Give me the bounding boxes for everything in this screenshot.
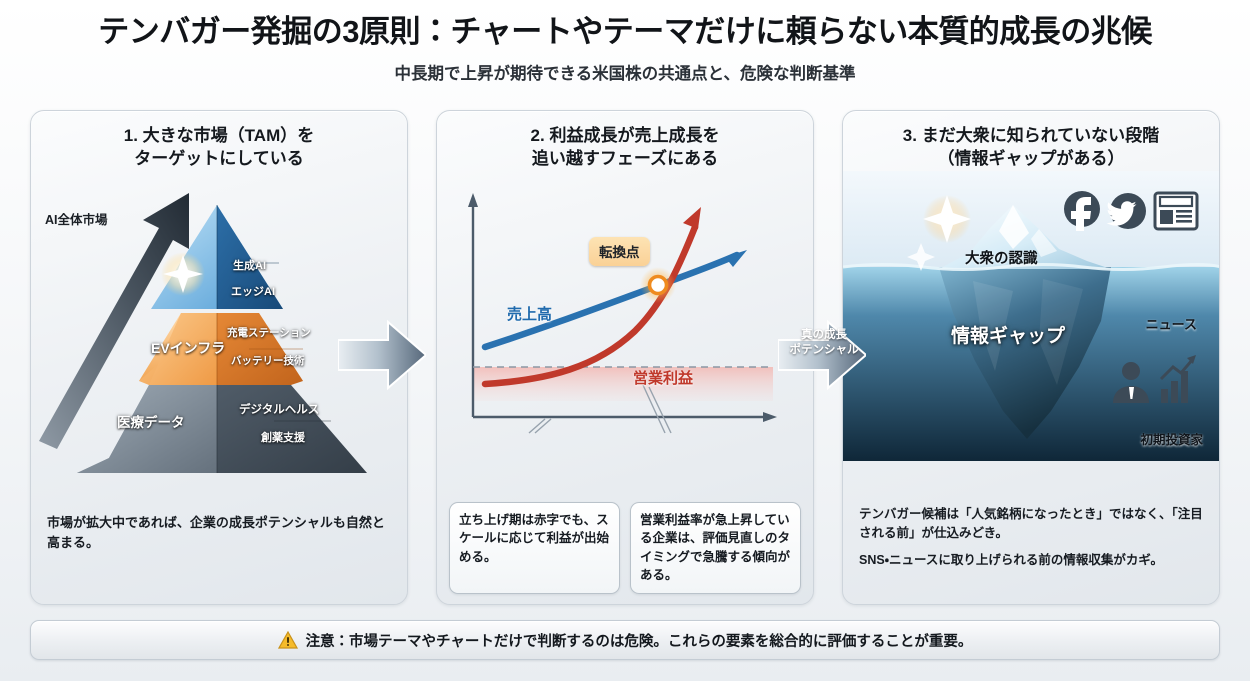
panel-principle-2[interactable]: 2. 利益成長が売上成長を 追い越すフェーズにある bbox=[436, 110, 814, 605]
pivot-point-marker[interactable] bbox=[640, 266, 676, 303]
waterline bbox=[843, 262, 1219, 271]
market-growth-arrow bbox=[39, 192, 189, 449]
panel-2-heading: 2. 利益成長が売上成長を 追い越すフェーズにある bbox=[437, 111, 813, 171]
warning-triangle-icon bbox=[277, 631, 298, 649]
investor-icon[interactable] bbox=[1113, 361, 1149, 403]
pyramid-tier-bottom[interactable] bbox=[77, 384, 367, 473]
profit-vs-revenue-chart: 売上高 営業利益 転換点 bbox=[437, 171, 813, 451]
profit-curve bbox=[481, 223, 699, 387]
panel-2-callouts: 立ち上げ期は赤字でも、スケールに応じて利益が出始める。 営業利益率が急上昇してい… bbox=[449, 502, 801, 594]
panel-1-heading: 1. 大きな市場（TAM）を ターゲットにしている bbox=[31, 111, 407, 171]
pyramid-tier-middle[interactable] bbox=[139, 312, 303, 385]
warning-text: 注意：市場テーマやチャートだけで判断するのは危険。これらの要素を総合的に評価する… bbox=[305, 633, 973, 650]
news-icon-label: ニュース bbox=[1145, 316, 1197, 332]
panel-3-heading-line1: 3. まだ大衆に知られていない段階 bbox=[902, 126, 1160, 145]
pivot-point-tag: 転換点 bbox=[589, 236, 650, 266]
panel-3-footer-text: テンバガー候補は「人気銘柄になったとき」ではなく、「注目される前」が仕込みどき。… bbox=[859, 505, 1205, 570]
revenue-curve bbox=[481, 251, 741, 350]
iceberg-svg bbox=[843, 170, 1219, 461]
news-icon[interactable] bbox=[1153, 191, 1199, 231]
loss-zone-area bbox=[473, 366, 773, 401]
panel-3-footer-line1: テンバガー候補は「人気銘柄になったとき」ではなく、「注目される前」が仕込みどき。 bbox=[859, 506, 1203, 540]
panel-3-heading: 3. まだ大衆に知られていない段階 （情報ギャップがある） bbox=[843, 111, 1219, 171]
sparkle-icon bbox=[161, 251, 205, 296]
pyramid-svg bbox=[39, 192, 367, 473]
chart-svg bbox=[468, 192, 777, 434]
legend-revenue-label: 売上高 bbox=[507, 305, 553, 323]
panel-2-heading-line2: 追い越すフェーズにある bbox=[531, 148, 719, 168]
page-subtitle: 中長期で上昇が期待できる米国株の共通点と、危険な判断基準 bbox=[394, 64, 856, 83]
infographic-header: テンバガー発掘の3原則：チャートやテーマだけに頼らない本質的成長の兆候 中長期で… bbox=[0, 0, 1250, 84]
revenue-arrowhead bbox=[725, 249, 747, 267]
panel-3-footer-line2: SNS・ニュースに取り上げられる前の情報収集がカギ。 bbox=[859, 553, 1163, 568]
growth-chart-icon[interactable] bbox=[1159, 354, 1196, 403]
legend-profit-label: 営業利益 bbox=[633, 369, 694, 387]
callout-margin-surge: 営業利益率が急上昇している企業は、評価見直しのタイミングで急騰する傾向がある。 bbox=[630, 502, 801, 594]
iceberg-peak bbox=[939, 204, 1111, 269]
panel-2-heading-line1: 2. 利益成長が売上成長を bbox=[530, 126, 720, 145]
profit-arrowhead bbox=[683, 206, 701, 229]
panel-3-heading-line2: （情報ギャップがある） bbox=[937, 148, 1125, 168]
facebook-icon[interactable] bbox=[1064, 190, 1100, 231]
panel-1-footer-text: 市場が拡大中であれば、企業の成長ポテンシャルも自然と高まる。 bbox=[47, 515, 385, 550]
panel-1-heading-line2: ターゲットにしている bbox=[134, 148, 304, 168]
callout-startup-losses: 立ち上げ期は赤字でも、スケールに応じて利益が出始める。 bbox=[449, 502, 620, 594]
y-axis-arrowhead bbox=[468, 192, 478, 207]
x-axis-arrowhead bbox=[763, 411, 777, 422]
callout-leader-lines bbox=[528, 384, 672, 434]
investor-icon-label: 初期投資家 bbox=[1140, 432, 1203, 447]
twitter-icon[interactable] bbox=[1106, 192, 1146, 229]
connector-arrow-1 bbox=[338, 319, 426, 391]
panel-principle-3[interactable]: 3. まだ大衆に知られていない段階 （情報ギャップがある） bbox=[842, 110, 1220, 605]
principles-row: 1. 大きな市場（TAM）を ターゲットにしている bbox=[30, 110, 1220, 605]
iceberg-submerged bbox=[939, 266, 1111, 439]
chart-axes bbox=[471, 202, 767, 418]
warning-bar: 注意：市場テーマやチャートだけで判断するのは危険。これらの要素を総合的に評価する… bbox=[30, 620, 1220, 660]
page-title: テンバガー発掘の3原則：チャートやテーマだけに頼らない本質的成長の兆候 bbox=[98, 14, 1152, 49]
panel-1-heading-line1: 1. 大きな市場（TAM）を bbox=[123, 126, 315, 145]
connector-arrow-2 bbox=[778, 319, 866, 391]
sparkle-icon bbox=[907, 194, 971, 271]
iceberg-diagram: 大衆の認識 情報ギャップ ニュース 初期投資家 bbox=[843, 170, 1219, 461]
pyramid-arrow-label: AI全体市場 bbox=[45, 212, 108, 227]
